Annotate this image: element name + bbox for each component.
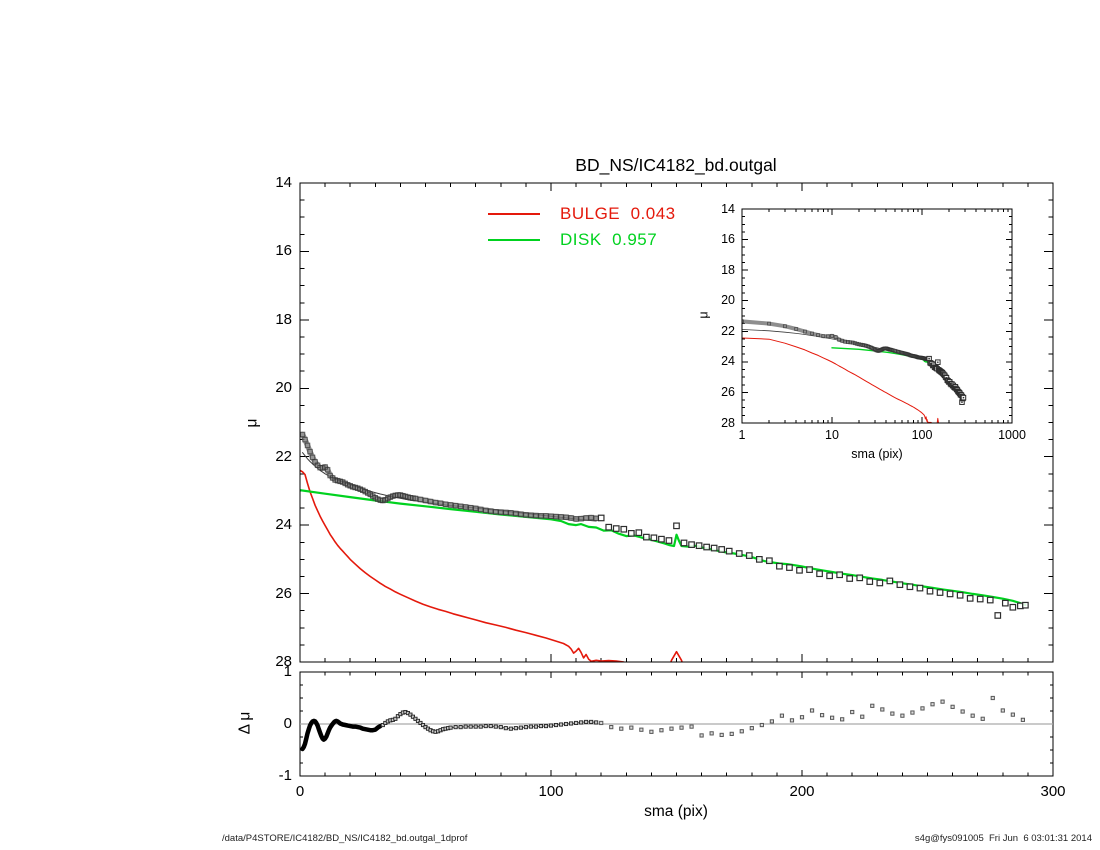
tick-label: 1000 (998, 428, 1026, 442)
tick-label: 28 (721, 415, 735, 430)
tick-label: 26 (721, 384, 735, 399)
tick-label: 24 (275, 516, 292, 534)
legend-bulge-text: BULGE 0.043 (560, 204, 676, 224)
inset-x-axis-label: sma (pix) (851, 447, 903, 461)
tick-label: 22 (721, 323, 735, 338)
tick-label: 100 (911, 428, 933, 442)
inset-y-axis-label: μ (696, 311, 711, 319)
tick-label: 1 (283, 663, 292, 680)
tick-label: 22 (275, 447, 292, 465)
tick-label: 200 (789, 783, 815, 800)
chart-title: BD_NS/IC4182_bd.outgal (575, 155, 777, 175)
tick-label: 18 (275, 310, 292, 328)
disk-line-swatch (488, 239, 540, 241)
legend-disk-text: DISK 0.957 (560, 230, 657, 250)
tick-label: 0 (283, 715, 292, 732)
footer-user-timestamp: s4g@fys091005 Fri Jun 6 03:01:31 2014 (914, 833, 1092, 844)
tick-label: 10 (825, 428, 839, 442)
main-y-axis-label: μ (243, 418, 261, 428)
tick-label: 16 (275, 242, 292, 260)
tick-label: 18 (721, 262, 735, 277)
legend-item-bulge: BULGE 0.043 (488, 204, 748, 224)
legend-bulge-value: 0.043 (630, 204, 676, 223)
main-x-axis-label: sma (pix) (644, 803, 708, 820)
bulge-line-swatch (488, 213, 540, 215)
tick-label: 1 (738, 428, 746, 442)
tick-label: 28 (275, 653, 292, 670)
legend-disk-value: 0.957 (612, 230, 658, 249)
tick-label: 24 (721, 354, 735, 369)
footer-file-path: /data/P4STORE/IC4182/BD_NS/IC4182_bd.out… (222, 833, 468, 844)
tick-label: 26 (275, 584, 292, 602)
tick-label: 100 (538, 783, 564, 800)
tick-label: 16 (721, 232, 735, 247)
tick-label: 20 (275, 379, 292, 397)
legend-item-disk: DISK 0.957 (488, 230, 748, 250)
tick-label: 14 (275, 174, 292, 191)
tick-label: 300 (1040, 783, 1066, 800)
legend-disk-label: DISK (560, 230, 602, 249)
legend-bulge-label: BULGE (560, 204, 621, 223)
tick-label: 20 (721, 293, 735, 308)
tick-label: 0 (295, 783, 305, 800)
tick-label: -1 (278, 767, 292, 784)
tick-label: 14 (721, 201, 735, 216)
